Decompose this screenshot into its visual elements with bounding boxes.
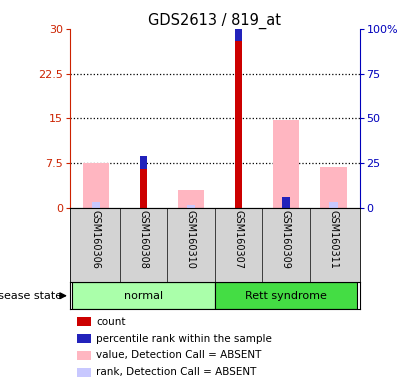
Bar bbox=[321, 167, 346, 208]
Text: GSM160308: GSM160308 bbox=[139, 210, 148, 269]
Bar bbox=[178, 190, 204, 208]
Text: GSM160307: GSM160307 bbox=[233, 210, 243, 269]
Text: value, Detection Call = ABSENT: value, Detection Call = ABSENT bbox=[96, 351, 261, 361]
Bar bbox=[140, 169, 147, 208]
Text: disease state: disease state bbox=[0, 291, 65, 301]
Bar bbox=[77, 317, 91, 326]
Bar bbox=[140, 156, 147, 169]
Bar bbox=[77, 367, 91, 376]
Bar bbox=[77, 334, 91, 343]
Text: Rett syndrome: Rett syndrome bbox=[245, 291, 327, 301]
Text: GSM160306: GSM160306 bbox=[91, 210, 101, 269]
Text: rank, Detection Call = ABSENT: rank, Detection Call = ABSENT bbox=[96, 367, 256, 377]
Bar bbox=[282, 197, 290, 208]
FancyBboxPatch shape bbox=[72, 282, 215, 309]
Bar bbox=[329, 202, 338, 208]
Bar bbox=[92, 202, 100, 208]
Text: count: count bbox=[96, 316, 125, 326]
Title: GDS2613 / 819_at: GDS2613 / 819_at bbox=[148, 13, 281, 29]
Bar bbox=[187, 205, 195, 208]
Bar bbox=[83, 163, 109, 208]
Bar bbox=[77, 351, 91, 360]
Bar bbox=[235, 41, 242, 208]
Text: GSM160311: GSM160311 bbox=[328, 210, 339, 269]
Bar bbox=[273, 120, 299, 208]
Text: GSM160310: GSM160310 bbox=[186, 210, 196, 269]
Bar bbox=[282, 197, 290, 208]
Text: normal: normal bbox=[124, 291, 163, 301]
FancyBboxPatch shape bbox=[215, 282, 357, 309]
Text: percentile rank within the sample: percentile rank within the sample bbox=[96, 334, 272, 344]
Text: GSM160309: GSM160309 bbox=[281, 210, 291, 269]
Bar bbox=[235, 2, 242, 41]
